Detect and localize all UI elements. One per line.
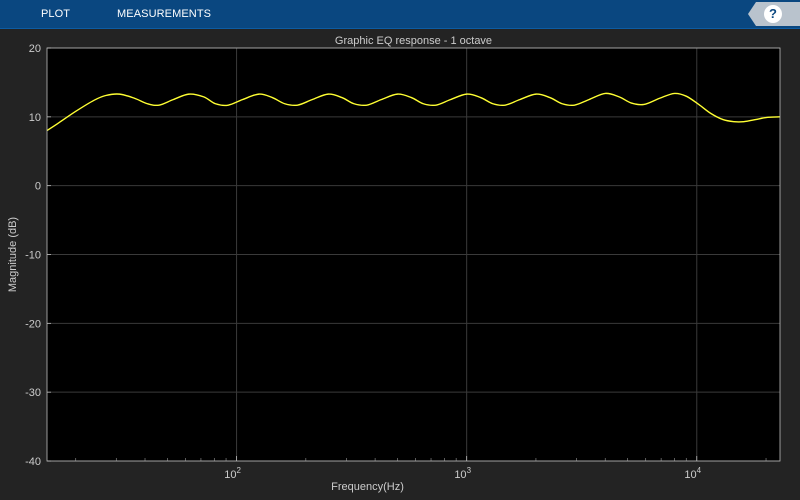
y-tick-label: -10 — [25, 250, 41, 262]
x-tick-label: 102 — [224, 466, 241, 481]
y-tick-label: -40 — [25, 456, 41, 468]
chart-title: Graphic EQ response - 1 octave — [335, 35, 492, 47]
eq-response-chart: 20 10 0 -10 -20 -30 -40 102 103 104 Graphic EQ re… — [7, 35, 781, 493]
axes-frame — [46, 47, 781, 462]
trace-layer — [46, 92, 781, 132]
help-icon[interactable]: ? — [764, 5, 782, 23]
x-tick-label: 104 — [684, 466, 701, 481]
y-tick-label: 0 — [35, 181, 41, 193]
tick-layer: 20 10 0 -10 -20 -30 -40 102 103 104 — [25, 43, 767, 481]
x-tick-label: 103 — [454, 466, 471, 481]
y-tick-label: 20 — [29, 43, 41, 55]
toolstrip: PLOT MEASUREMENTS ? — [0, 0, 800, 29]
tab-measurements[interactable]: MEASUREMENTS — [117, 8, 212, 20]
y-tick-label: -30 — [25, 387, 41, 399]
y-axis-label: Magnitude (dB) — [7, 217, 19, 292]
tab-plot[interactable]: PLOT — [41, 8, 71, 20]
y-tick-label: -20 — [25, 318, 41, 330]
x-axis-label: Frequency(Hz) — [331, 481, 404, 493]
help-area: ? — [748, 2, 800, 26]
eq-response-line — [46, 92, 781, 132]
y-tick-label: 10 — [29, 112, 41, 124]
